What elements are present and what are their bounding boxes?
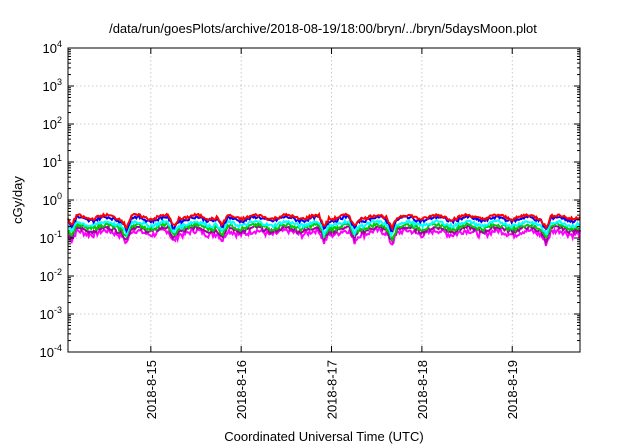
series-line <box>67 218 581 239</box>
chart-title: /data/run/goesPlots/archive/2018-08-19/1… <box>109 21 537 36</box>
x-tick-label: 2018-8-18 <box>415 360 430 419</box>
y-tick-label: 100 <box>43 191 62 208</box>
x-tick-label: 2018-8-15 <box>144 360 159 419</box>
y-tick-label: 103 <box>43 77 62 94</box>
y-tick-label: 10-3 <box>40 305 62 322</box>
y-tick-label: 102 <box>43 115 62 132</box>
series-group <box>67 211 581 247</box>
y-axis-label: cGy/day <box>10 176 25 224</box>
x-tick-label: 2018-8-19 <box>505 360 520 419</box>
y-tick-label: 10-2 <box>40 267 62 284</box>
x-tick-label: 2018-8-17 <box>325 360 340 419</box>
series-line <box>67 213 581 234</box>
series-line <box>67 211 581 232</box>
x-axis: 2018-8-15 2018-8-16 2018-8-17 2018-8-18 2018… <box>144 48 520 419</box>
series-line <box>68 221 581 243</box>
y-axis: 10-4 10-3 10-2 10-1 100 101 102 103 104 <box>40 39 580 360</box>
y-tick-label: 10-1 <box>40 229 62 246</box>
y-tick-label: 101 <box>43 153 62 170</box>
y-tick-label: 104 <box>43 39 62 56</box>
series-line <box>67 225 581 247</box>
y-tick-label: 10-4 <box>40 343 62 360</box>
x-tick-label: 2018-8-16 <box>234 360 249 419</box>
grid-lines <box>68 48 580 352</box>
x-axis-label: Coordinated Universal Time (UTC) <box>224 429 423 444</box>
